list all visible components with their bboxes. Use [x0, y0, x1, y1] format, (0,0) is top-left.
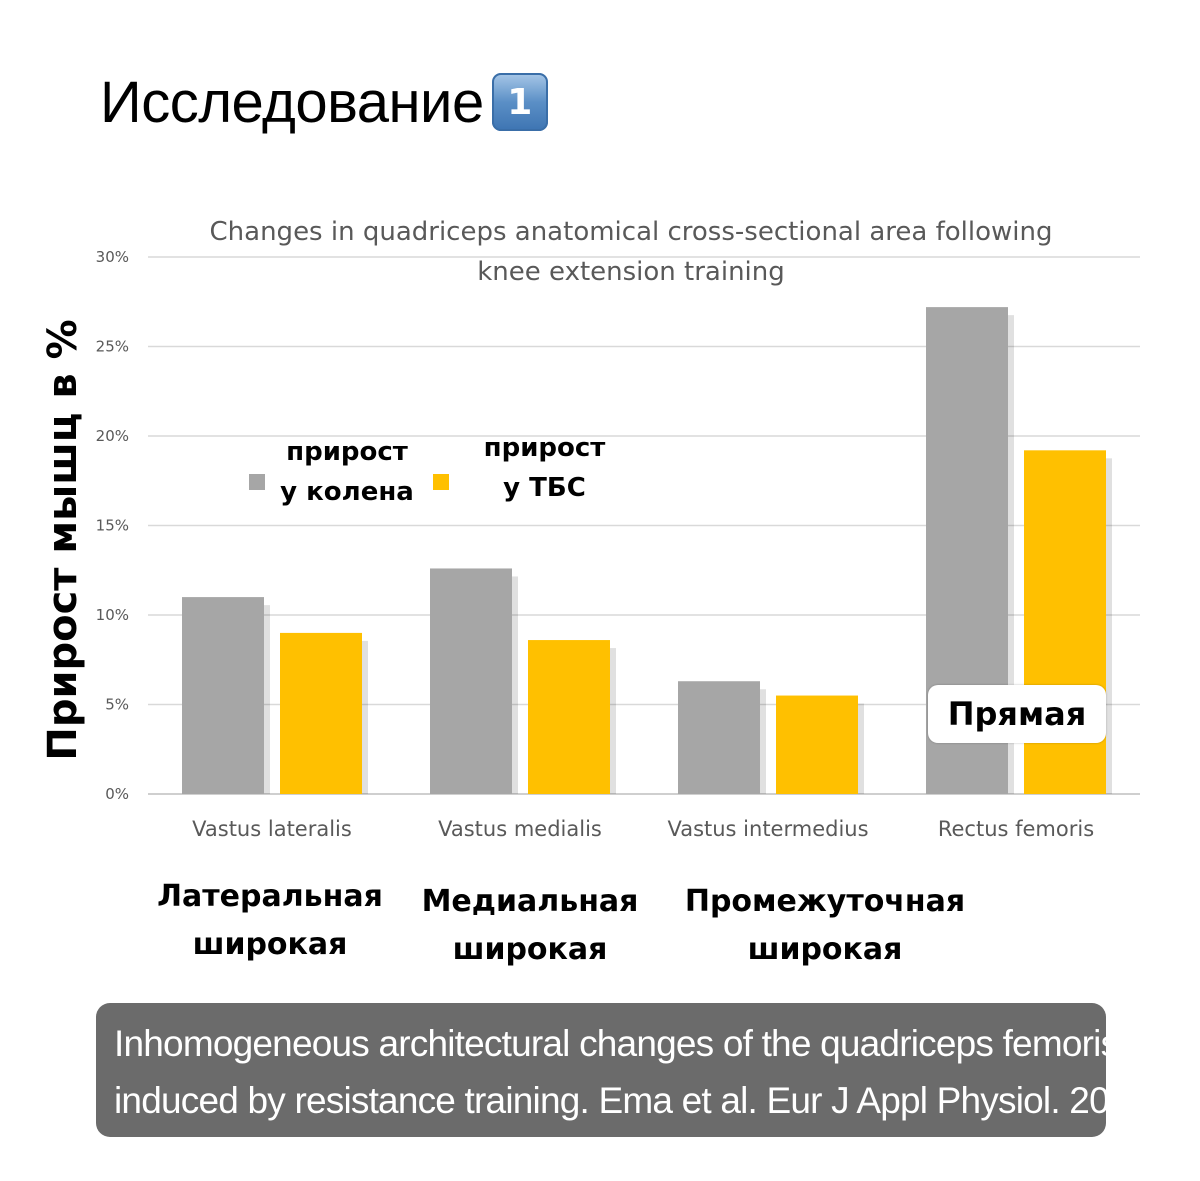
- bar-hip-2: [776, 696, 858, 794]
- source-citation: Inhomogeneous architectural changes of t…: [96, 1003, 1106, 1137]
- category-ru-intermediate: Промежуточная широкая: [665, 878, 985, 974]
- y-tick-label: 0%: [105, 785, 129, 803]
- legend-hip-label: прирост у ТБС: [462, 428, 627, 508]
- rectus-callout: Прямая: [928, 685, 1106, 743]
- source-line-1: Inhomogeneous architectural changes of t…: [114, 1015, 1086, 1072]
- chart-title-line-1: Changes in quadriceps anatomical cross-s…: [210, 217, 1053, 247]
- x-tick-label: Vastus intermedius: [667, 817, 868, 841]
- legend-hip-line-2: у ТБС: [462, 468, 627, 508]
- source-line-2: induced by resistance training. Ema et a…: [114, 1072, 1086, 1129]
- legend-hip-swatch: [433, 474, 449, 490]
- chart-title-line-2: knee extension training: [477, 257, 785, 287]
- legend-knee-label: прирост у колена: [272, 432, 422, 512]
- category-ru-medial: Медиальная широкая: [405, 878, 655, 974]
- x-tick-label: Vastus lateralis: [192, 817, 352, 841]
- legend-knee-line-1: прирост: [272, 432, 422, 472]
- bar-knee-2: [678, 681, 760, 794]
- category-ru-medial-line-2: широкая: [405, 926, 655, 974]
- category-ru-lateral: Латеральная широкая: [140, 873, 400, 969]
- category-ru-medial-line-1: Медиальная: [405, 878, 655, 926]
- y-axis-label: Прирост мышц в %: [40, 319, 86, 760]
- category-ru-intermediate-line-2: широкая: [665, 926, 985, 974]
- x-tick-label: Vastus medialis: [438, 817, 602, 841]
- bar-knee-0: [182, 597, 264, 794]
- category-ru-lateral-line-2: широкая: [140, 921, 400, 969]
- bar-hip-0: [280, 633, 362, 794]
- y-tick-label: 15%: [96, 517, 129, 535]
- legend-knee-line-2: у колена: [272, 472, 422, 512]
- bar-knee-1: [430, 568, 512, 794]
- y-tick-label: 5%: [105, 696, 129, 714]
- x-tick-label: Rectus femoris: [938, 817, 1094, 841]
- y-axis-ticks: 0% 5% 10% 15% 20% 25% 30%: [96, 248, 129, 803]
- category-ru-lateral-line-1: Латеральная: [140, 873, 400, 921]
- x-axis-ticks: Vastus lateralis Vastus medialis Vastus in…: [192, 817, 1094, 841]
- legend-hip-line-1: прирост: [462, 428, 627, 468]
- y-tick-label: 30%: [96, 248, 129, 266]
- legend-knee-swatch: [249, 474, 265, 490]
- y-tick-label: 10%: [96, 606, 129, 624]
- category-ru-intermediate-line-1: Промежуточная: [665, 878, 985, 926]
- bar-hip-1: [528, 640, 610, 794]
- y-tick-label: 25%: [96, 338, 129, 356]
- y-tick-label: 20%: [96, 427, 129, 445]
